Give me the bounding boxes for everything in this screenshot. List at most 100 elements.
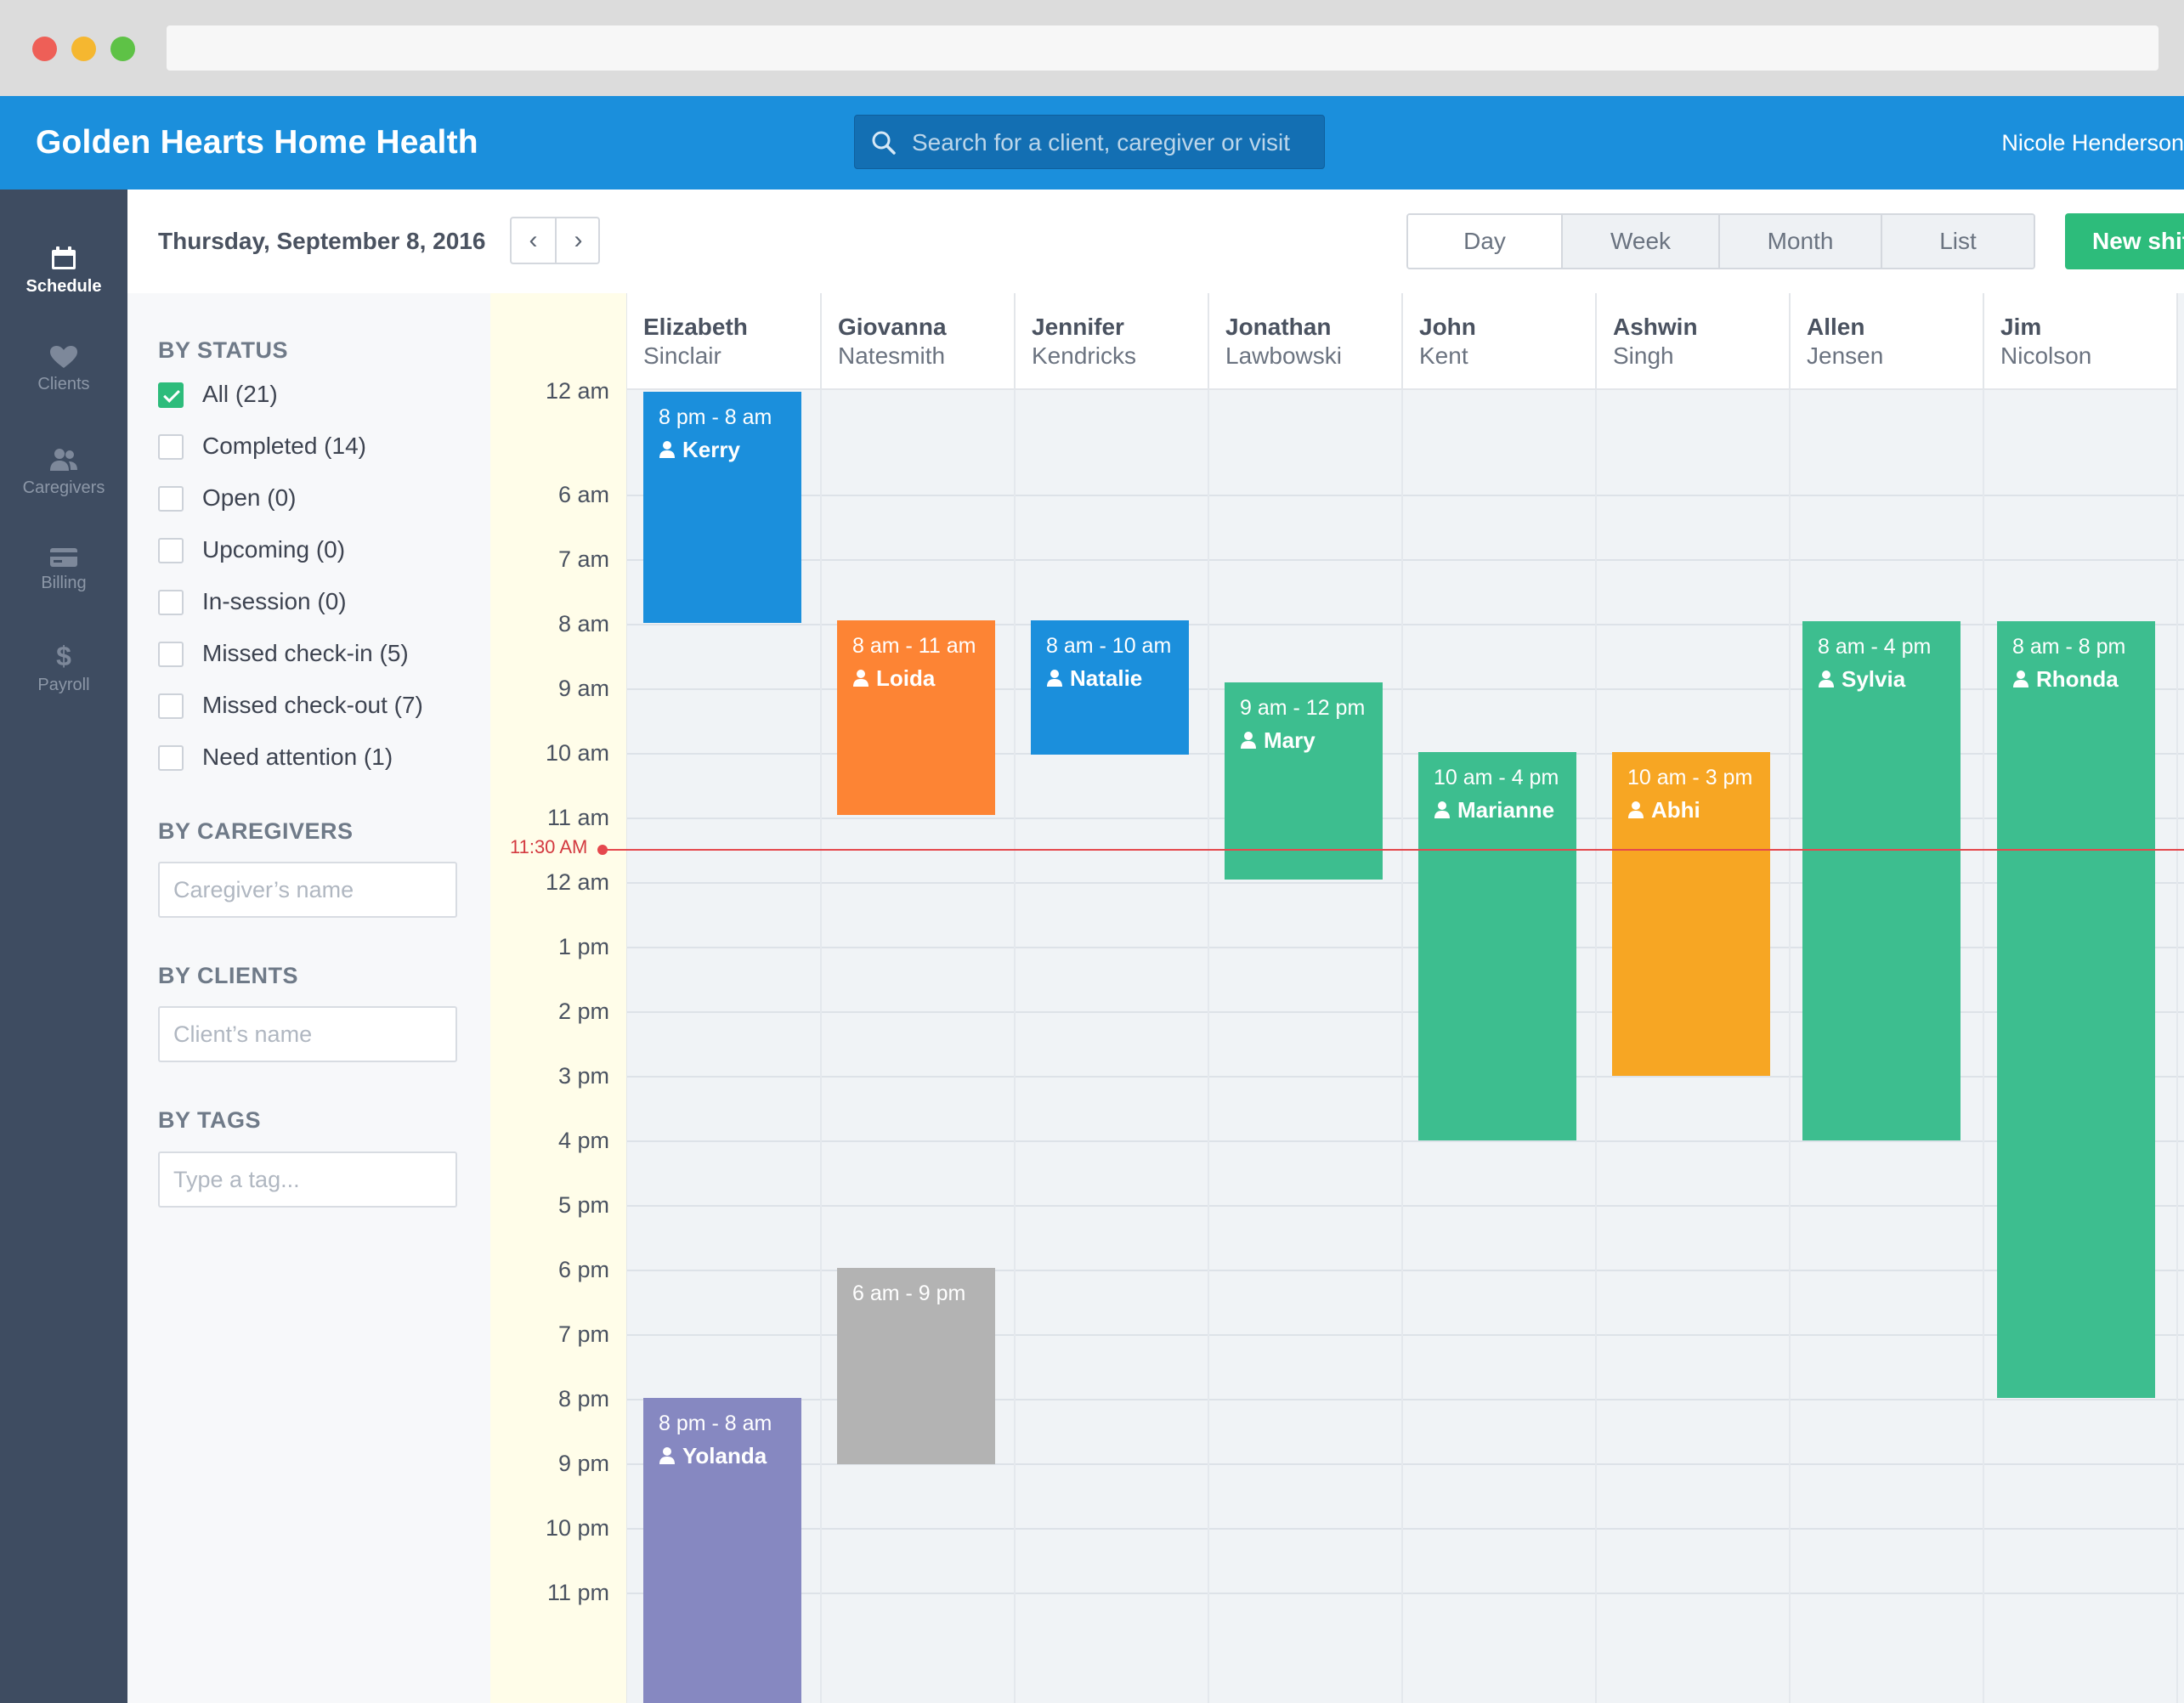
shift-block[interactable]: 8 am - 4 pm Sylvia xyxy=(1802,621,1961,1140)
time-label: 9 am xyxy=(557,676,609,701)
shift-time: 9 am - 12 pm xyxy=(1240,696,1366,720)
app-header: Golden Hearts Home Health Nicole Henders… xyxy=(0,96,2184,190)
hour-gridline xyxy=(627,818,2184,819)
filter-panel: BY STATUS All (21) Completed (14) Open (… xyxy=(127,293,492,1703)
client-name-input[interactable] xyxy=(158,1006,457,1062)
shift-block[interactable]: 8 am - 8 pm Rhonda xyxy=(1997,621,2155,1398)
next-day-button[interactable]: › xyxy=(574,226,583,254)
address-bar[interactable] xyxy=(167,25,2159,71)
caregiver-column-header[interactable]: Giovanna Natesmith xyxy=(822,293,1016,390)
nav-label-schedule: Schedule xyxy=(25,277,102,296)
previous-day-button[interactable]: ‹ xyxy=(512,218,557,263)
close-window-button[interactable] xyxy=(32,37,57,61)
left-nav: Schedule Clients Caregivers Billing $ Pa… xyxy=(0,190,127,1703)
shift-block[interactable]: 10 am - 3 pm Abhi xyxy=(1612,752,1770,1076)
new-shift-button[interactable]: New shift xyxy=(2065,213,2184,269)
shift-time: 8 am - 11 am xyxy=(852,634,976,658)
time-label: 5 pm xyxy=(557,1192,609,1218)
global-search[interactable] xyxy=(854,115,1325,170)
schedule-toolbar: Thursday, September 8, 2016 ‹ › Day Week… xyxy=(127,190,2184,295)
caregiver-first-name: Jonathan xyxy=(1225,314,1332,340)
client-name: Loida xyxy=(876,665,936,691)
app-title[interactable]: Golden Hearts Home Health xyxy=(36,124,478,161)
hour-gridline xyxy=(627,495,2184,496)
maximize-window-button[interactable] xyxy=(110,37,135,61)
current-time-label: 11:30 AM xyxy=(510,836,588,857)
shift-block[interactable]: 8 am - 10 am Natalie xyxy=(1031,620,1189,755)
checkbox[interactable] xyxy=(158,382,184,408)
time-label: 6 pm xyxy=(557,1257,609,1282)
minimize-window-button[interactable] xyxy=(71,37,96,61)
shift-time: 8 am - 10 am xyxy=(1046,634,1172,658)
shift-time: 6 am - 9 pm xyxy=(852,1281,966,1305)
time-label: 3 pm xyxy=(557,1063,609,1089)
heart-icon xyxy=(50,346,77,368)
checkbox[interactable] xyxy=(158,745,184,771)
caregiver-last-name: Nicolson xyxy=(2000,342,2092,369)
time-label: 7 am xyxy=(557,546,609,572)
tab-month[interactable]: Month xyxy=(1718,215,1881,268)
caregiver-column-header[interactable]: John Kent xyxy=(1403,293,1597,390)
search-input[interactable] xyxy=(910,116,1313,170)
caregiver-first-name: John xyxy=(1419,314,1476,340)
shift-time: 10 am - 4 pm xyxy=(1434,766,1559,789)
nav-item-billing[interactable]: Billing xyxy=(0,546,127,593)
shift-block[interactable]: 10 am - 4 pm Marianne xyxy=(1418,752,1576,1140)
caregiver-first-name: Jennifer xyxy=(1032,314,1124,340)
nav-label-billing: Billing xyxy=(41,574,87,592)
caregiver-column-header[interactable]: Ashwin Singh xyxy=(1597,293,1791,390)
shift-block[interactable]: 8 pm - 8 am Kerry xyxy=(643,392,801,623)
time-label: 12 am xyxy=(545,378,609,404)
shift-block[interactable]: 6 am - 9 pm xyxy=(837,1268,995,1464)
person-icon xyxy=(1434,801,1450,818)
checkbox-label: Need attention (1) xyxy=(202,744,393,770)
shift-client: Kerry xyxy=(659,437,786,463)
nav-label-caregivers: Caregivers xyxy=(22,478,105,497)
credit-card-icon xyxy=(50,548,77,567)
hour-gridline xyxy=(627,753,2184,755)
shift-time: 8 am - 4 pm xyxy=(1818,635,1932,659)
tag-input[interactable] xyxy=(158,1151,457,1208)
caregiver-column-header[interactable]: Jim Nicolson xyxy=(1984,293,2178,390)
shift-client: Loida xyxy=(852,665,980,692)
caregiver-column-header[interactable]: Jennifer Kendricks xyxy=(1016,293,1209,390)
checkbox-label: Upcoming (0) xyxy=(202,536,346,563)
user-menu[interactable]: Nicole Henderson xyxy=(2001,130,2184,156)
caregiver-name-input[interactable] xyxy=(158,862,457,918)
caregiver-last-name: Lawbowski xyxy=(1225,342,1342,369)
tab-list[interactable]: List xyxy=(1881,215,2034,268)
shift-block[interactable]: 8 am - 11 am Loida xyxy=(837,620,995,815)
client-name: Marianne xyxy=(1457,797,1555,823)
shift-client: Marianne xyxy=(1434,797,1561,823)
shift-block[interactable]: 8 pm - 8 am Yolanda xyxy=(643,1398,801,1703)
checkbox[interactable] xyxy=(158,693,184,719)
nav-item-payroll[interactable]: $ Payroll xyxy=(0,642,127,695)
caregiver-last-name: Natesmith xyxy=(838,342,946,369)
nav-item-clients[interactable]: Clients xyxy=(0,344,127,394)
shift-time: 8 pm - 8 am xyxy=(659,1412,772,1435)
client-name: Sylvia xyxy=(1842,666,1906,692)
time-axis: 12 am 6 am 7 am 8 am 9 am 10 am 11 am 12… xyxy=(490,293,628,1703)
shift-client: Yolanda xyxy=(659,1443,786,1469)
tab-day[interactable]: Day xyxy=(1408,215,1561,268)
caregiver-column-header[interactable]: Elizabeth Sinclair xyxy=(627,293,822,390)
nav-item-caregivers[interactable]: Caregivers xyxy=(0,446,127,498)
caregiver-last-name: Jensen xyxy=(1807,342,1884,369)
checkbox[interactable] xyxy=(158,434,184,460)
caregiver-last-name: Kent xyxy=(1419,342,1468,369)
svg-text:$: $ xyxy=(56,642,71,670)
checkbox[interactable] xyxy=(158,486,184,512)
tab-week[interactable]: Week xyxy=(1561,215,1718,268)
checkbox[interactable] xyxy=(158,642,184,667)
hour-gridline xyxy=(627,1205,2184,1207)
checkbox[interactable] xyxy=(158,538,184,563)
nav-item-schedule[interactable]: Schedule xyxy=(0,245,127,297)
time-label: 10 pm xyxy=(545,1515,609,1541)
shift-block[interactable]: 9 am - 12 pm Mary xyxy=(1225,682,1383,880)
caregiver-first-name: Ashwin xyxy=(1613,314,1698,340)
checkbox[interactable] xyxy=(158,590,184,615)
person-icon xyxy=(1241,732,1256,749)
caregiver-column-header[interactable]: Jonathan Lawbowski xyxy=(1209,293,1403,390)
column-divider xyxy=(1983,390,1984,1703)
caregiver-column-header[interactable]: Allen Jensen xyxy=(1791,293,1984,390)
